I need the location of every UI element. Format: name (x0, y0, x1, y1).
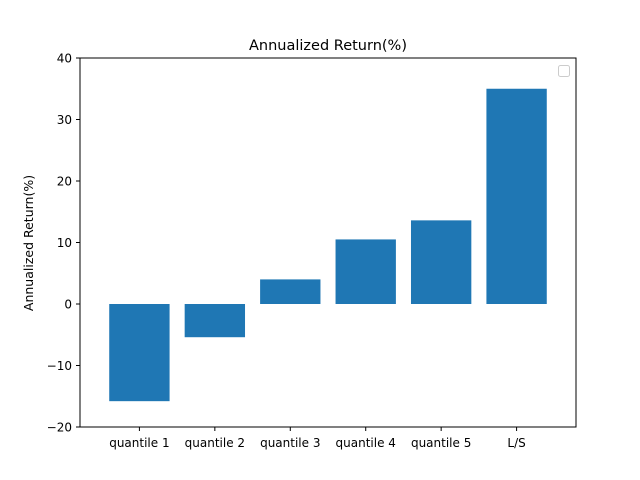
y-tick-label: −20 (47, 421, 72, 435)
legend-box (558, 65, 570, 77)
bar-4 (335, 239, 396, 304)
x-axis-ticks: quantile 1 quantile 2 quantile 3 quantile 4… (109, 427, 526, 450)
bar-3 (260, 279, 321, 304)
y-tick-label: −10 (47, 359, 72, 373)
y-axis-label: Annualized Return(%) (21, 175, 36, 311)
y-tick-label: 0 (64, 298, 72, 312)
x-tick-label: quantile 3 (260, 436, 320, 450)
chart-title: Annualized Return(%) (249, 38, 407, 54)
y-tick-label: 10 (57, 236, 72, 250)
x-tick-label: quantile 2 (185, 436, 245, 450)
y-axis-ticks: −20 −10 0 10 20 30 40 (47, 52, 80, 435)
x-tick-label: quantile 5 (411, 436, 471, 450)
plot-frame (79, 57, 577, 428)
x-tick-label: L/S (507, 436, 525, 450)
bar-2 (184, 304, 246, 338)
bar-5 (410, 220, 472, 304)
x-tick-label: quantile 1 (109, 436, 169, 450)
y-tick-label: 20 (57, 175, 72, 189)
bars-group (109, 88, 547, 402)
x-tick-label: quantile 4 (336, 436, 396, 450)
y-tick-label: 30 (57, 113, 72, 127)
bar-6 (486, 88, 547, 304)
bar-1 (109, 304, 170, 402)
y-tick-label: 40 (57, 52, 72, 66)
